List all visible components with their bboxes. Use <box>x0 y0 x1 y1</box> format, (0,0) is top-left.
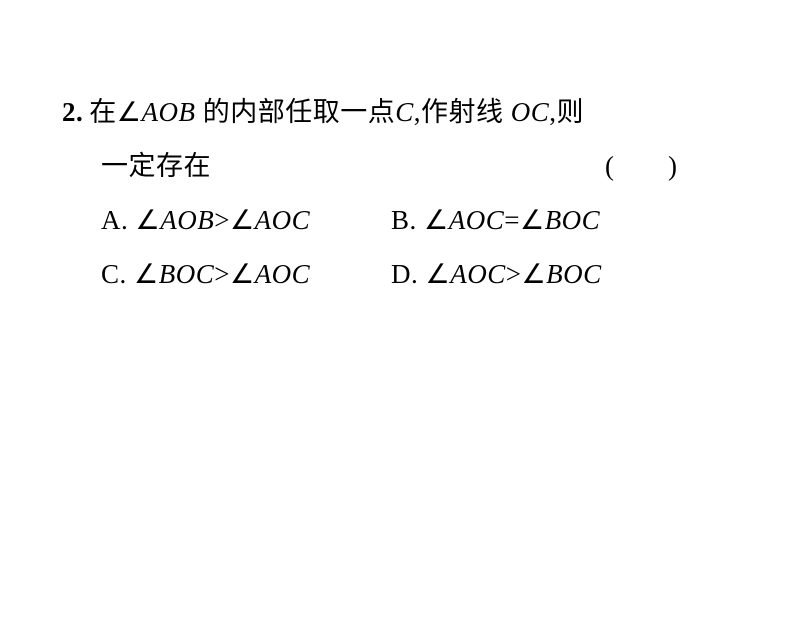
option-c: C. ∠BOC>∠AOC <box>101 247 391 301</box>
stem-tail: ,则 <box>549 97 584 127</box>
option-d-left: AOC <box>450 259 506 289</box>
option-a-label: A. <box>101 205 128 235</box>
option-c-label: C. <box>101 259 127 289</box>
answer-paren: ( ) <box>605 139 702 193</box>
option-d-right: BOC <box>546 259 602 289</box>
angle-symbol: ∠ <box>230 205 255 235</box>
option-d-op: > <box>506 259 522 289</box>
angle-symbol: ∠ <box>520 205 545 235</box>
option-d: D. ∠AOC>∠BOC <box>391 247 602 301</box>
angle-symbol: ∠ <box>521 259 546 289</box>
options-row-1: A. ∠AOB>∠AOC B. ∠AOC=∠BOC <box>62 193 702 247</box>
option-a-op: > <box>214 205 230 235</box>
angle-symbol: ∠ <box>424 205 449 235</box>
angle-symbol: ∠ <box>117 97 142 127</box>
stem-after: ,作射线 <box>414 97 511 127</box>
option-a: A. ∠AOB>∠AOC <box>101 193 391 247</box>
stem-mid: 的内部任取一点 <box>195 97 395 127</box>
option-b: B. ∠AOC=∠BOC <box>391 193 600 247</box>
option-c-left: BOC <box>159 259 215 289</box>
angle-symbol: ∠ <box>136 205 161 235</box>
option-a-left: AOB <box>160 205 214 235</box>
options-row-2: C. ∠BOC>∠AOC D. ∠AOC>∠BOC <box>62 247 702 301</box>
stem-text-2: 一定存在 <box>101 139 211 193</box>
angle-symbol: ∠ <box>230 259 255 289</box>
option-b-left: AOC <box>449 205 505 235</box>
option-c-op: > <box>214 259 230 289</box>
option-b-right: BOC <box>545 205 601 235</box>
ray-oc: OC <box>511 97 550 127</box>
option-b-op: = <box>504 205 520 235</box>
var-aob: AOB <box>141 97 195 127</box>
stem-line-2: 一定存在 ( ) <box>62 139 702 193</box>
option-c-right: AOC <box>255 259 311 289</box>
stem-prefix: 在 <box>89 97 117 127</box>
stem-text-1: 在∠AOB 的内部任取一点C,作射线 OC,则 <box>89 85 584 139</box>
question-block: 2. 在∠AOB 的内部任取一点C,作射线 OC,则 一定存在 ( ) A. ∠… <box>62 85 702 301</box>
stem-line-1: 2. 在∠AOB 的内部任取一点C,作射线 OC,则 <box>62 85 702 139</box>
option-d-label: D. <box>391 259 418 289</box>
angle-symbol: ∠ <box>426 259 451 289</box>
angle-symbol: ∠ <box>134 259 159 289</box>
point-c: C <box>395 97 414 127</box>
option-a-right: AOC <box>255 205 311 235</box>
option-b-label: B. <box>391 205 417 235</box>
question-number: 2. <box>62 85 83 139</box>
